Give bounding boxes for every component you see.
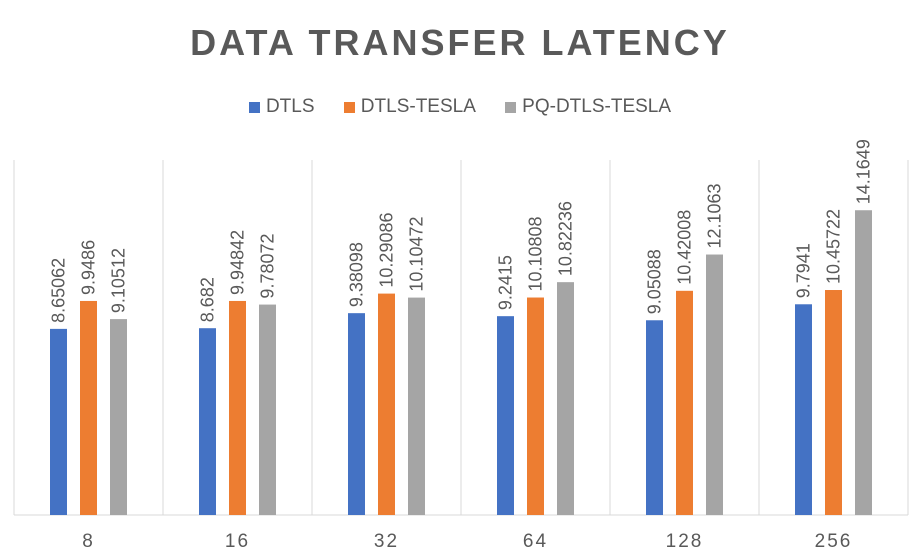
legend-item-dtls-tesla: DTLS-TESLA [343,96,476,118]
data-label-dtls-tesla-256: 10.45722 [824,209,844,284]
legend-item-pq-dtls-tesla: PQ-DTLS-TESLA [505,96,671,118]
bar-pq-dtls-tesla-32 [408,297,425,515]
bar-pq-dtls-tesla-256 [855,210,872,515]
legend-swatch-dtls-tesla [343,101,355,113]
data-label-dtls-tesla-16: 9.94842 [228,230,248,295]
legend-item-dtls: DTLS [248,96,315,118]
chart-title: DATA TRANSFER LATENCY [190,22,730,63]
bar-dtls-tesla-8 [80,300,97,515]
data-label-dtls-128: 9.05088 [645,249,665,314]
legend: DTLS DTLS-TESLA PQ-DTLS-TESLA [0,96,920,119]
bar-dtls-16 [199,328,216,515]
bar-dtls-tesla-64 [527,297,544,515]
data-label-dtls-tesla-128: 10.42008 [675,210,695,285]
bar-pq-dtls-tesla-128 [706,254,723,515]
data-label-dtls-32: 9.38098 [347,242,367,307]
category-label-256: 256 [815,531,853,552]
data-label-dtls-8: 8.65062 [48,258,68,323]
data-label-pq-dtls-tesla-256: 14.1649 [854,139,874,204]
bar-pq-dtls-tesla-8 [110,319,127,515]
data-label-dtls-64: 9.2415 [496,255,516,310]
bar-dtls-8 [50,328,67,515]
category-label-128: 128 [666,531,704,552]
data-label-dtls-tesla-32: 10.29086 [377,213,397,288]
bar-dtls-tesla-16 [229,300,246,515]
category-label-32: 32 [374,531,399,552]
data-label-dtls-tesla-8: 9.9486 [79,240,99,295]
data-label-dtls-16: 8.682 [198,277,218,322]
bar-dtls-tesla-32 [378,293,395,515]
category-label-64: 64 [523,531,548,552]
data-label-pq-dtls-tesla-8: 9.10512 [109,248,129,313]
legend-swatch-dtls [248,101,260,113]
bar-dtls-tesla-128 [676,290,693,515]
bar-dtls-256 [795,304,812,515]
legend-label-dtls-tesla: DTLS-TESLA [360,96,476,117]
bar-dtls-tesla-256 [825,290,842,515]
bar-pq-dtls-tesla-64 [557,282,574,515]
data-label-pq-dtls-tesla-16: 9.78072 [258,233,278,298]
data-label-pq-dtls-tesla-64: 10.82236 [556,201,576,276]
legend-swatch-pq-dtls-tesla [505,101,517,113]
bar-dtls-64 [497,316,514,515]
bar-dtls-128 [646,320,663,515]
bar-pq-dtls-tesla-16 [259,304,276,515]
data-label-dtls-256: 9.7941 [794,243,814,298]
data-label-pq-dtls-tesla-32: 10.10472 [407,217,427,292]
category-label-16: 16 [225,531,250,552]
bar-dtls-32 [348,313,365,515]
legend-label-dtls: DTLS [265,96,315,117]
category-label-8: 8 [82,531,95,552]
legend-label-pq-dtls-tesla: PQ-DTLS-TESLA [522,96,672,117]
data-label-dtls-tesla-64: 10.10808 [526,216,546,291]
data-label-pq-dtls-tesla-128: 12.1063 [705,183,725,248]
